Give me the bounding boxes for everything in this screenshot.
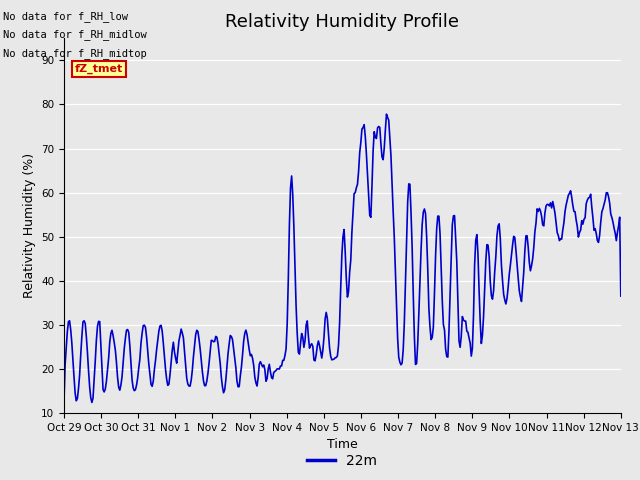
Text: No data for f_RH_midtop: No data for f_RH_midtop [3, 48, 147, 59]
Y-axis label: Relativity Humidity (%): Relativity Humidity (%) [22, 153, 36, 298]
X-axis label: Time: Time [327, 438, 358, 451]
Text: No data for f_RH_low: No data for f_RH_low [3, 11, 128, 22]
Title: Relativity Humidity Profile: Relativity Humidity Profile [225, 13, 460, 31]
Text: fZ_tmet: fZ_tmet [75, 64, 124, 74]
Text: No data for f_RH_midlow: No data for f_RH_midlow [3, 29, 147, 40]
Legend: 22m: 22m [302, 448, 383, 473]
